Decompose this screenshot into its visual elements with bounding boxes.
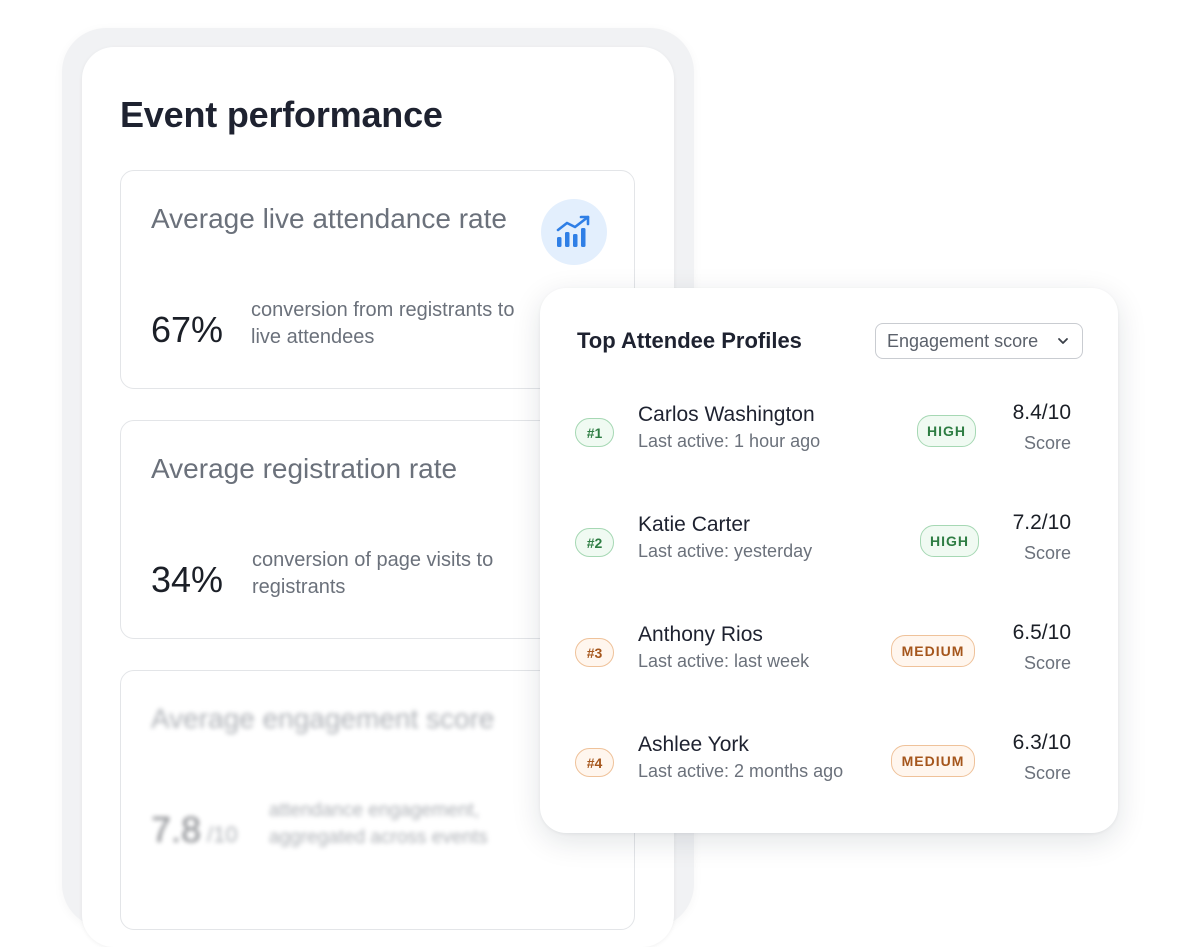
profile-name: Carlos Washington <box>638 403 815 426</box>
engagement-level-badge: HIGH <box>917 415 976 447</box>
rank-badge: #4 <box>575 748 614 777</box>
score-label: Score <box>1023 543 1071 563</box>
metric-title: Average engagement score <box>151 703 495 734</box>
top-attendee-card: Top Attendee Profiles Engagement score #… <box>540 288 1118 833</box>
score-value: 6.3/10 <box>1012 731 1071 754</box>
last-active: Last active: 1 hour ago <box>638 431 821 451</box>
profile-name: Anthony Rios <box>638 623 763 646</box>
metric-number: 7.8 <box>151 809 202 850</box>
rank-badge: #3 <box>575 638 614 667</box>
metric-value: 67% <box>151 309 224 350</box>
metric-value: 34% <box>151 559 224 600</box>
card-title: Top Attendee Profiles <box>577 328 802 353</box>
profile-row[interactable]: #2 Katie Carter Last active: yesterday H… <box>540 511 1118 581</box>
metric-description: attendance engagement, aggregated across… <box>269 800 488 848</box>
rank-badge: #2 <box>575 528 614 557</box>
score-label: Score <box>1023 433 1071 453</box>
score-value: 8.4/10 <box>1012 401 1071 424</box>
score-label: Score <box>1023 653 1071 673</box>
score-value: 7.2/10 <box>1012 511 1071 534</box>
metric-title: Average live attendance rate <box>151 203 507 234</box>
last-active: Last active: 2 months ago <box>638 761 844 781</box>
score-value: 6.5/10 <box>1012 621 1071 644</box>
score-label: Score <box>1023 763 1071 783</box>
profile-row[interactable]: #3 Anthony Rios Last active: last week M… <box>540 621 1118 691</box>
last-active: Last active: last week <box>638 651 810 671</box>
metric-value: 7.8/10 <box>151 809 238 851</box>
last-active: Last active: yesterday <box>638 541 813 561</box>
metric-description: conversion from registrants to live atte… <box>251 299 515 348</box>
trending-chart-icon <box>541 199 607 265</box>
profile-row[interactable]: #1 Carlos Washington Last active: 1 hour… <box>540 401 1118 471</box>
profile-row[interactable]: #4 Ashlee York Last active: 2 months ago… <box>540 731 1118 801</box>
sort-dropdown[interactable]: Engagement score <box>875 323 1083 359</box>
metric-title: Average registration rate <box>151 453 458 484</box>
rank-badge: #1 <box>575 418 614 447</box>
profile-name: Katie Carter <box>638 513 751 536</box>
engagement-level-badge: MEDIUM <box>891 745 975 777</box>
page-title: Event performance <box>120 94 443 135</box>
chevron-down-icon <box>1058 338 1068 344</box>
sort-dropdown-label: Engagement score <box>887 330 1039 351</box>
engagement-level-badge: MEDIUM <box>891 635 975 667</box>
profile-name: Ashlee York <box>638 733 749 756</box>
engagement-level-badge: HIGH <box>920 525 979 557</box>
metric-description: conversion of page visits to registrants <box>252 549 494 598</box>
metric-unit: /10 <box>207 822 238 847</box>
